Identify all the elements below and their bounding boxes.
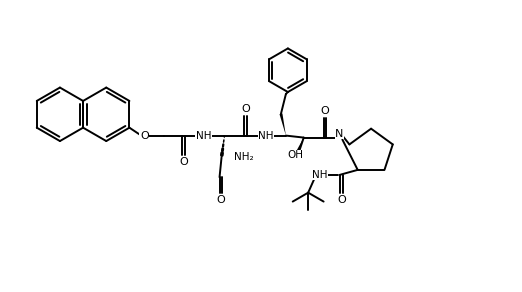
Text: O: O (217, 195, 226, 205)
Polygon shape (296, 138, 304, 152)
Text: NH: NH (312, 170, 328, 180)
Text: O: O (179, 157, 188, 167)
Text: O: O (241, 104, 250, 114)
Text: O: O (337, 194, 346, 205)
Text: NH₂: NH₂ (233, 152, 253, 162)
Polygon shape (279, 114, 286, 135)
Text: O: O (140, 131, 149, 141)
Text: NH: NH (258, 131, 274, 141)
Text: NH: NH (196, 131, 211, 141)
Text: O: O (321, 106, 329, 116)
Text: N: N (335, 128, 343, 139)
Text: OH: OH (288, 150, 304, 160)
